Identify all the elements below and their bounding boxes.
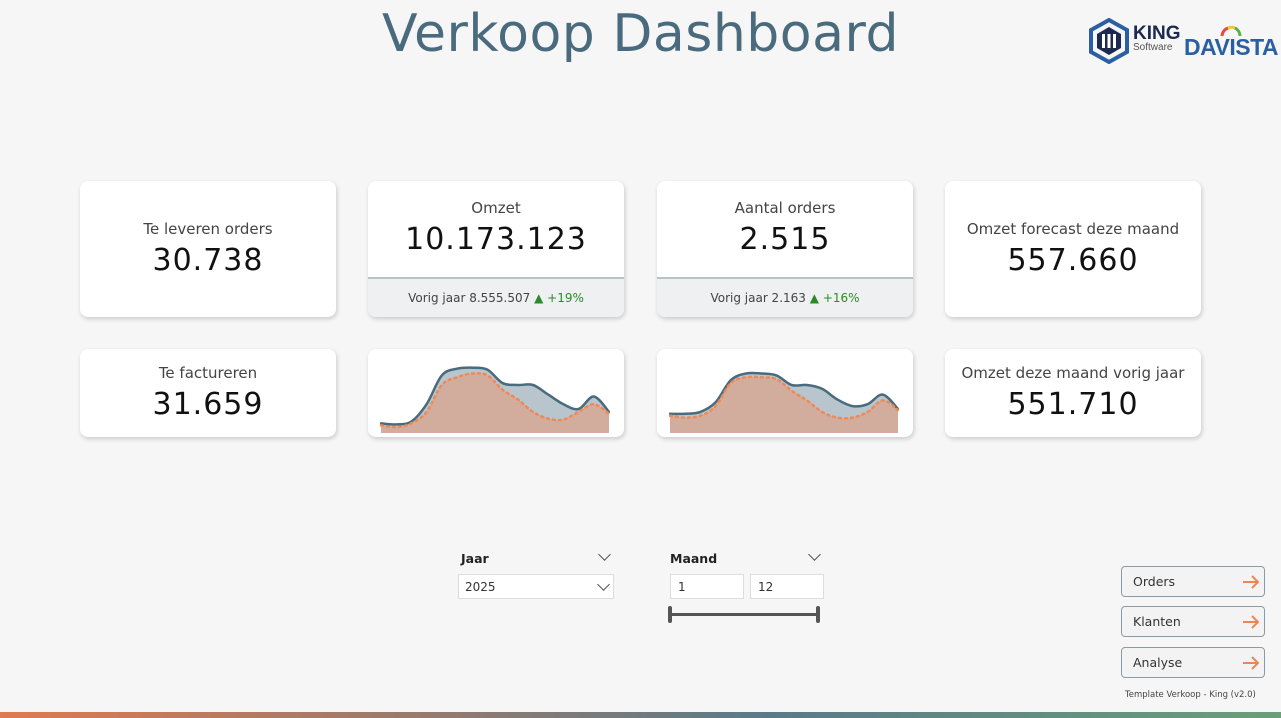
kpi-label: Te factureren xyxy=(158,364,258,382)
month-slicer-label: Maand xyxy=(670,551,718,566)
kpi-value: 557.660 xyxy=(1007,243,1139,278)
up-arrow-icon: ▲ xyxy=(809,291,819,305)
kpi-value: 31.659 xyxy=(152,387,264,422)
month-from-input[interactable]: 1 xyxy=(670,574,744,599)
kpi-omzet-forecast: Omzet forecast deze maand 557.660 xyxy=(945,181,1201,317)
current-year-series-line xyxy=(669,371,899,416)
arrow-right-icon xyxy=(1243,656,1260,670)
bottom-accent-bar xyxy=(0,712,1281,718)
year-select[interactable]: 2025 xyxy=(458,574,614,599)
kpi-value: 10.173.123 xyxy=(405,222,587,257)
arrow-right-icon xyxy=(1243,615,1260,629)
kpi-label: Te leveren orders xyxy=(143,220,273,238)
kpi-value: 2.515 xyxy=(739,222,831,257)
king-logo-text: KING xyxy=(1133,23,1181,44)
kpi-label: Aantal orders xyxy=(734,199,836,217)
previous-year-value: Vorig jaar 8.555.507 xyxy=(408,291,531,305)
kpi-value: 551.710 xyxy=(1007,387,1139,422)
kpi-value: 30.738 xyxy=(152,243,264,278)
arrow-right-icon xyxy=(1243,575,1260,589)
kpi-te-leveren-orders: Te leveren orders 30.738 xyxy=(80,181,336,317)
year-slicer-label: Jaar xyxy=(461,551,489,566)
orders-sparkline xyxy=(669,371,899,433)
king-logo-subtext: Software xyxy=(1133,42,1173,53)
up-arrow-icon: ▲ xyxy=(534,291,544,305)
change-percent: +16% xyxy=(822,291,860,305)
kpi-comparison: Vorig jaar 2.163 ▲ +16% xyxy=(657,277,913,317)
month-range-track[interactable] xyxy=(670,613,820,616)
kpi-label: Omzet forecast deze maand xyxy=(966,220,1180,238)
month-range-start-handle[interactable] xyxy=(668,606,672,623)
chevron-down-icon[interactable] xyxy=(598,548,611,561)
chevron-down-icon xyxy=(597,578,610,591)
kpi-comparison: Vorig jaar 8.555.507 ▲ +19% xyxy=(368,277,624,317)
kpi-omzet-vorig-jaar: Omzet deze maand vorig jaar 551.710 xyxy=(945,349,1201,437)
kpi-te-factureren: Te factureren 31.659 xyxy=(80,349,336,437)
button-label: Klanten xyxy=(1133,614,1181,629)
klanten-nav-button[interactable]: Klanten xyxy=(1121,606,1265,637)
davista-gauge-icon xyxy=(1220,25,1242,37)
previous-year-series-line xyxy=(669,375,899,420)
orders-nav-button[interactable]: Orders xyxy=(1121,566,1265,597)
current-year-series-line xyxy=(380,366,610,426)
page-title: Verkoop Dashboard xyxy=(382,4,899,64)
kpi-label: Omzet xyxy=(471,199,521,217)
davista-logo-text: DAVISTA xyxy=(1184,34,1279,60)
button-label: Analyse xyxy=(1133,655,1183,670)
previous-year-value: Vorig jaar 2.163 xyxy=(710,291,806,305)
omzet-sparkline xyxy=(380,366,610,433)
orders-trend-chart xyxy=(657,349,913,437)
month-range-end-handle[interactable] xyxy=(816,606,820,623)
kpi-aantal-orders: Aantal orders 2.515 Vorig jaar 2.163 ▲ +… xyxy=(657,181,913,317)
king-logo-icon xyxy=(1089,18,1129,64)
button-label: Orders xyxy=(1133,574,1176,589)
logos: KING Software DAVISTA xyxy=(1088,18,1279,66)
previous-year-series-line xyxy=(380,372,610,429)
analyse-nav-button[interactable]: Analyse xyxy=(1121,647,1265,678)
chevron-down-icon[interactable] xyxy=(808,548,821,561)
previous-year-series-area xyxy=(381,373,609,433)
kpi-label: Omzet deze maand vorig jaar xyxy=(961,364,1185,382)
template-version-note: Template Verkoop - King (v2.0) xyxy=(1125,690,1256,700)
kpi-omzet: Omzet 10.173.123 Vorig jaar 8.555.507 ▲ … xyxy=(368,181,624,317)
change-percent: +19% xyxy=(547,291,584,305)
month-to-input[interactable]: 12 xyxy=(750,574,824,599)
year-selected-value: 2025 xyxy=(465,580,496,594)
omzet-trend-chart xyxy=(368,349,624,437)
